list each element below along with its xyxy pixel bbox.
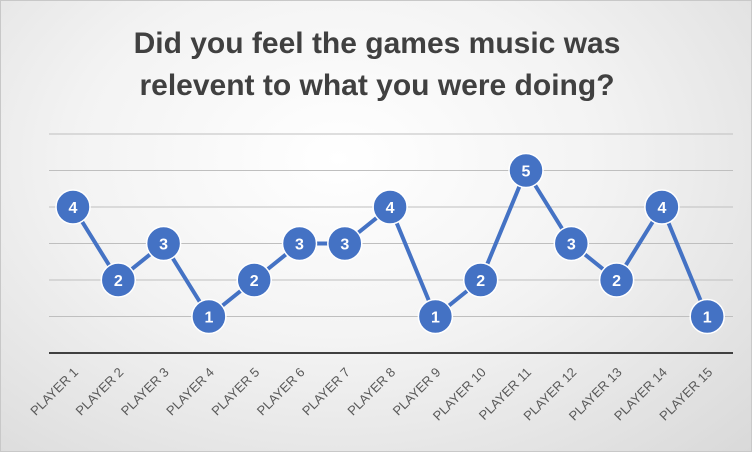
x-tick-label: PLAYER 3	[118, 365, 172, 419]
x-tick-label: PLAYER 5	[208, 365, 262, 419]
data-point	[644, 189, 680, 225]
data-point	[327, 225, 363, 262]
data-label: 4	[69, 200, 78, 217]
data-point	[145, 225, 182, 262]
chart-title-line-2: relevent to what you were doing?	[139, 69, 615, 102]
x-tick-label: PLAYER 4	[163, 365, 217, 419]
data-point	[417, 298, 454, 335]
data-point	[462, 262, 499, 298]
data-label: 2	[612, 273, 621, 290]
x-tick-label: PLAYER 7	[299, 365, 353, 419]
data-label: 1	[703, 310, 712, 327]
data-point	[508, 152, 544, 189]
data-point	[100, 262, 137, 298]
x-tick-label: PLAYER 1	[27, 365, 81, 419]
data-point	[598, 262, 635, 298]
data-point	[553, 225, 590, 262]
x-tick-label: PLAYER 8	[344, 365, 398, 419]
data-point	[372, 189, 408, 225]
data-label: 4	[386, 200, 395, 217]
data-point	[689, 298, 725, 335]
data-point	[236, 262, 272, 298]
data-label: 4	[657, 200, 666, 217]
data-point	[281, 225, 318, 262]
data-label: 1	[431, 310, 440, 327]
data-label: 3	[295, 237, 304, 254]
data-label: 2	[476, 273, 485, 290]
data-label: 1	[204, 310, 213, 327]
x-tick-label: PLAYER 6	[254, 365, 308, 419]
data-point	[55, 189, 91, 225]
chart-title-line-1: Did you feel the games music was	[133, 27, 621, 60]
data-point	[191, 298, 227, 335]
x-tick-label: PLAYER 2	[73, 365, 127, 419]
data-label: 2	[250, 273, 259, 290]
data-label: 3	[567, 237, 576, 254]
data-label: 5	[522, 164, 531, 181]
data-label: 3	[159, 237, 168, 254]
chart-title: Did you feel the games music was releven…	[1, 23, 752, 107]
data-label: 2	[114, 273, 123, 290]
data-label: 3	[340, 237, 349, 254]
